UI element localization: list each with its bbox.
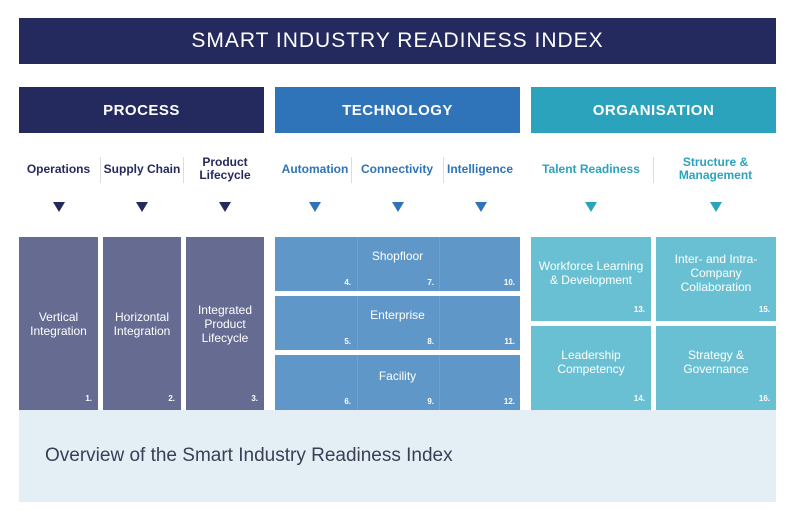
area-collaboration: Inter- and Intra-Company Collaboration 15… (656, 237, 776, 321)
caption: Overview of the Smart Industry Readiness… (45, 445, 453, 466)
pillar-technology: TECHNOLOGY (275, 87, 520, 133)
area-strategy-governance: Strategy & Governance 16. (656, 326, 776, 410)
area-leadership-competency: Leadership Competency 14. (531, 326, 651, 410)
area-workforce-learning: Workforce Learning & Development 13. (531, 237, 651, 321)
index-title: SMART INDUSTRY READINESS INDEX (19, 18, 776, 64)
area-enterprise: 5. 8. 11. Enterprise (275, 296, 520, 350)
arrow-down-icon (475, 202, 487, 212)
arrow-down-icon (710, 202, 722, 212)
dimension-product-lifecycle: Product Lifecycle (199, 155, 251, 182)
arrow-down-icon (309, 202, 321, 212)
area-vertical-integration: Vertical Integration 1. (19, 237, 98, 410)
pillar-organisation: ORGANISATION (531, 87, 776, 133)
arrow-down-icon (53, 202, 65, 212)
arrow-down-icon (585, 202, 597, 212)
pillar-process: PROCESS (19, 87, 264, 133)
divider (100, 157, 101, 183)
arrow-down-icon (219, 202, 231, 212)
divider (351, 157, 352, 183)
area-shopfloor: 4. 7. 10. Shopfloor (275, 237, 520, 291)
dimension-operations: Operations (26, 161, 91, 176)
area-integrated-product-lifecycle: Integrated Product Lifecycle 3. (186, 237, 264, 410)
dimension-supply-chain: Supply Chain (103, 161, 181, 176)
dimension-connectivity: Connectivity (360, 161, 433, 176)
dimension-intelligence: Intelligence (446, 161, 514, 176)
arrow-down-icon (392, 202, 404, 212)
area-horizontal-integration: Horizontal Integration 2. (103, 237, 181, 410)
dimension-structure-management: Structure & Management (678, 155, 753, 182)
dimension-talent-readiness: Talent Readiness (542, 161, 640, 176)
divider (443, 157, 444, 183)
area-facility: 6. 9. 12. Facility (275, 355, 520, 410)
dimension-automation: Automation (281, 161, 349, 176)
divider (653, 157, 654, 183)
divider (183, 157, 184, 183)
arrow-down-icon (136, 202, 148, 212)
caption-panel: Overview of the Smart Industry Readiness… (19, 410, 776, 502)
